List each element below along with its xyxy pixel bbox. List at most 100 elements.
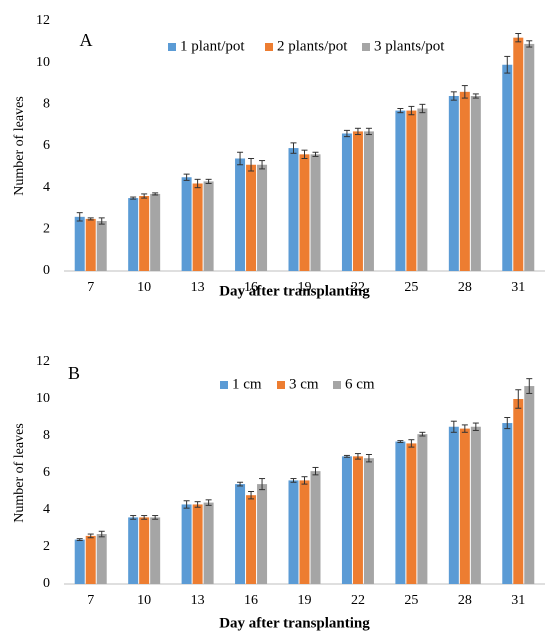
y-tick-label: 2 (43, 222, 50, 237)
bar (85, 535, 96, 584)
bar (310, 471, 321, 584)
bar (352, 131, 363, 271)
error-bar (141, 515, 148, 520)
bar (417, 108, 428, 271)
x-tick-label: 7 (87, 280, 94, 295)
x-tick-label: 7 (87, 593, 94, 608)
error-bar (397, 108, 404, 114)
bar (406, 110, 417, 271)
legend-label: 6 cm (345, 376, 375, 392)
bar (288, 148, 299, 271)
bar (192, 504, 203, 584)
error-bar (152, 515, 159, 520)
bar (257, 164, 268, 271)
error-bar (237, 481, 244, 487)
error-bar (259, 478, 266, 491)
error-bar (98, 217, 105, 225)
x-tick-label: 28 (458, 280, 472, 295)
y-tick-label: 4 (43, 502, 50, 517)
bar (74, 539, 85, 584)
x-axis-title: Day after transplanting (219, 615, 370, 631)
y-tick-label: 0 (43, 263, 50, 278)
bar (341, 456, 352, 584)
error-bar (76, 212, 83, 222)
x-tick-label: 16 (244, 593, 258, 608)
bar (299, 480, 310, 584)
error-bar (301, 149, 308, 159)
error-bar (194, 501, 201, 508)
legend-swatch (277, 381, 285, 389)
bar (203, 502, 214, 584)
y-tick-label: 10 (36, 55, 50, 70)
error-bar (365, 127, 372, 136)
bar (181, 504, 192, 584)
bar (470, 426, 481, 584)
error-bar (472, 93, 479, 99)
bar (128, 517, 139, 584)
error-bar (504, 417, 511, 430)
bar (513, 399, 524, 584)
bar (299, 154, 310, 271)
bar (139, 517, 150, 584)
bar (150, 517, 161, 584)
bar (203, 181, 214, 271)
error-bar (259, 160, 266, 170)
bar (96, 221, 107, 271)
error-bar (205, 499, 212, 506)
legend-swatch (168, 43, 176, 51)
bar (139, 196, 150, 271)
error-bar (365, 454, 372, 463)
bar (352, 456, 363, 584)
bar (363, 458, 374, 584)
error-bar (450, 420, 457, 433)
error-bar (237, 151, 244, 166)
bar (150, 193, 161, 271)
error-bar (301, 476, 308, 485)
error-bar (130, 515, 137, 520)
legend-swatch (362, 43, 370, 51)
y-axis-title: Number of leaves (12, 423, 27, 523)
error-bar (87, 217, 94, 221)
error-bar (526, 378, 533, 394)
error-bar (515, 33, 522, 43)
error-bar (515, 389, 522, 409)
bar (288, 480, 299, 584)
legend-label: 2 plants/pot (277, 38, 348, 54)
legend-label: 3 plants/pot (374, 38, 445, 54)
x-tick-label: 19 (298, 593, 312, 608)
bar (181, 177, 192, 271)
x-tick-label: 22 (351, 280, 365, 295)
bar (310, 154, 321, 271)
y-tick-label: 0 (43, 576, 50, 591)
error-bar (408, 105, 415, 116)
error-bar (205, 178, 212, 184)
legend-swatch (220, 381, 228, 389)
bar (470, 96, 481, 271)
error-bar (419, 431, 426, 437)
x-tick-label: 25 (404, 593, 418, 608)
bar (417, 434, 428, 584)
panel-label: A (80, 30, 93, 50)
y-tick-label: 6 (43, 138, 50, 153)
error-bar (248, 158, 255, 172)
error-bar (408, 439, 415, 448)
panel-label: B (68, 363, 80, 383)
y-tick-label: 8 (43, 97, 50, 112)
error-bar (152, 192, 159, 196)
error-bar (461, 424, 468, 433)
error-bar (461, 85, 468, 99)
error-bar (312, 151, 319, 157)
bar (246, 164, 257, 271)
bar (96, 534, 107, 584)
error-bar (526, 40, 533, 48)
bar (235, 158, 246, 271)
error-bar (450, 91, 457, 101)
error-bar (130, 196, 137, 200)
bar (406, 443, 417, 584)
error-bar (343, 454, 350, 458)
bar (459, 91, 470, 271)
error-bar (98, 530, 105, 538)
x-tick-label: 16 (244, 280, 258, 295)
bar (74, 216, 85, 271)
y-tick-label: 2 (43, 539, 50, 554)
